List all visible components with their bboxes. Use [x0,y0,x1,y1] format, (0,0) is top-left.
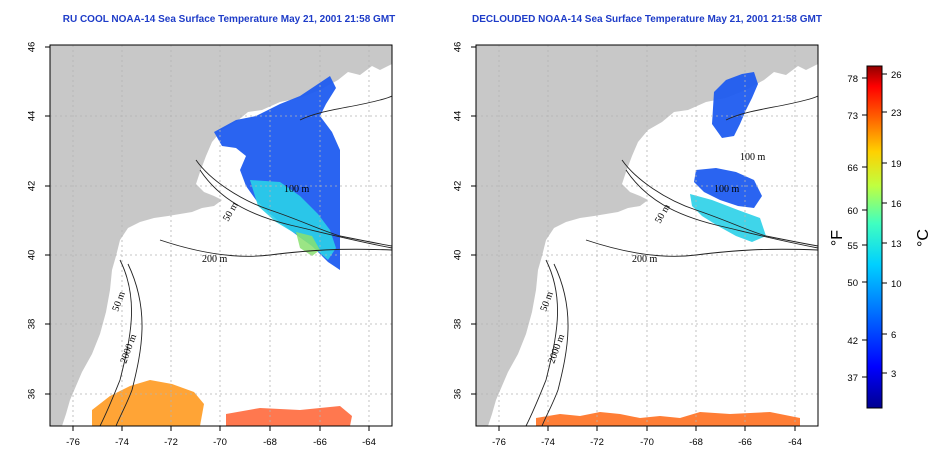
fahrenheit-tick-label: 50 [847,278,858,289]
celsius-tick-label: 26 [891,70,902,81]
y-tick-label: 36 [453,389,464,400]
bathymetry-contours-left [99,95,393,427]
contour-label-right-200m: 200 m [632,254,658,265]
colorbar-gradient [866,65,883,409]
y-tick-label: 38 [27,319,38,330]
x-tick-label: -64 [788,437,802,448]
land-left [50,45,392,426]
sst-patch-warm-left [250,180,336,260]
colorbar-celsius-label: °C [915,229,932,247]
y-tick-label: 42 [453,181,464,192]
x-tick-label: -70 [640,437,654,448]
contour-label-left-100m: 100 m [284,184,310,195]
celsius-tick-labels: 26 23 19 16 13 10 6 3 [891,70,902,380]
axis-ticks-right [471,46,796,431]
y-tick-labels-left: 46 44 42 40 38 36 [27,42,38,400]
colorbar-fahrenheit-label: °F [829,230,846,246]
map-title-right: DECLOUDED NOAA-14 Sea Surface Temperatur… [472,14,822,25]
celsius-tick-label: 13 [891,239,902,250]
fahrenheit-tick-labels: 78 73 66 60 55 50 42 37 [847,74,858,384]
sst-patch-south-right [536,412,800,426]
celsius-tick-label: 16 [891,199,902,210]
x-tick-labels-right: -76 -74 -72 -70 -68 -66 -64 [492,437,802,448]
x-tick-label: -66 [313,437,327,448]
x-tick-label: -72 [164,437,178,448]
y-tick-label: 42 [27,181,38,192]
x-tick-label: -74 [115,437,129,448]
sst-patch-georges-right [694,168,762,208]
y-tick-label: 46 [453,42,464,53]
x-tick-labels-left: -76 -74 -72 -70 -68 -66 -64 [66,437,376,448]
celsius-tick-label: 10 [891,279,902,290]
fahrenheit-tick-label: 37 [847,373,858,384]
map-title-left: RU COOL NOAA-14 Sea Surface Temperature … [63,14,396,25]
x-tick-label: -76 [492,437,506,448]
y-tick-label: 44 [27,111,38,122]
map-panel-left: 100 m 50 m 200 m 50 m 2000 m -76 -74 -72… [27,42,393,448]
contour-label-right-100m-b: 100 m [714,184,740,195]
y-tick-label: 40 [27,250,38,261]
sst-patch-gulf-of-maine-right [712,72,758,138]
frame-left [49,44,393,427]
bathymetry-contours-right [525,95,819,427]
celsius-tick-label: 3 [891,369,896,380]
grid-right [476,45,818,426]
x-tick-label: -66 [738,437,752,448]
contour-label-left-200m: 200 m [202,254,228,265]
colorbar-ticks [862,73,887,378]
celsius-tick-label: 19 [891,159,902,170]
fahrenheit-tick-label: 78 [847,74,858,85]
sst-patch-south2-left [226,406,352,426]
celsius-tick-label: 6 [891,330,896,341]
x-tick-label: -72 [590,437,604,448]
map-panel-right: 100 m 100 m 50 m 200 m 50 m 2000 m -76 -… [453,42,819,448]
fahrenheit-tick-label: 73 [847,111,858,122]
y-tick-label: 44 [453,111,464,122]
axis-ticks-left [45,46,370,431]
sst-patch-shelf-left [296,232,320,256]
celsius-tick-label: 23 [891,108,902,119]
x-tick-label: -64 [362,437,376,448]
x-tick-label: -76 [66,437,80,448]
y-tick-label: 40 [453,250,464,261]
sst-patch-south-left [92,380,204,426]
y-tick-labels-right: 46 44 42 40 38 36 [453,42,464,400]
x-tick-label: -68 [689,437,703,448]
y-tick-label: 36 [27,389,38,400]
fahrenheit-tick-label: 60 [847,206,858,217]
sst-patch-warm-right [690,194,766,242]
fahrenheit-tick-label: 66 [847,163,858,174]
contour-label-right-100m-a: 100 m [740,152,766,163]
x-tick-label: -70 [213,437,227,448]
fahrenheit-tick-label: 42 [847,336,858,347]
y-tick-label: 46 [27,42,38,53]
land-right [476,45,818,426]
x-tick-label: -74 [541,437,555,448]
x-tick-label: -68 [263,437,277,448]
y-tick-label: 38 [453,319,464,330]
fahrenheit-tick-label: 55 [847,241,858,252]
colorbar: 78 73 66 60 55 50 42 37 26 23 19 16 13 1… [829,65,932,409]
grid-left [50,45,392,426]
